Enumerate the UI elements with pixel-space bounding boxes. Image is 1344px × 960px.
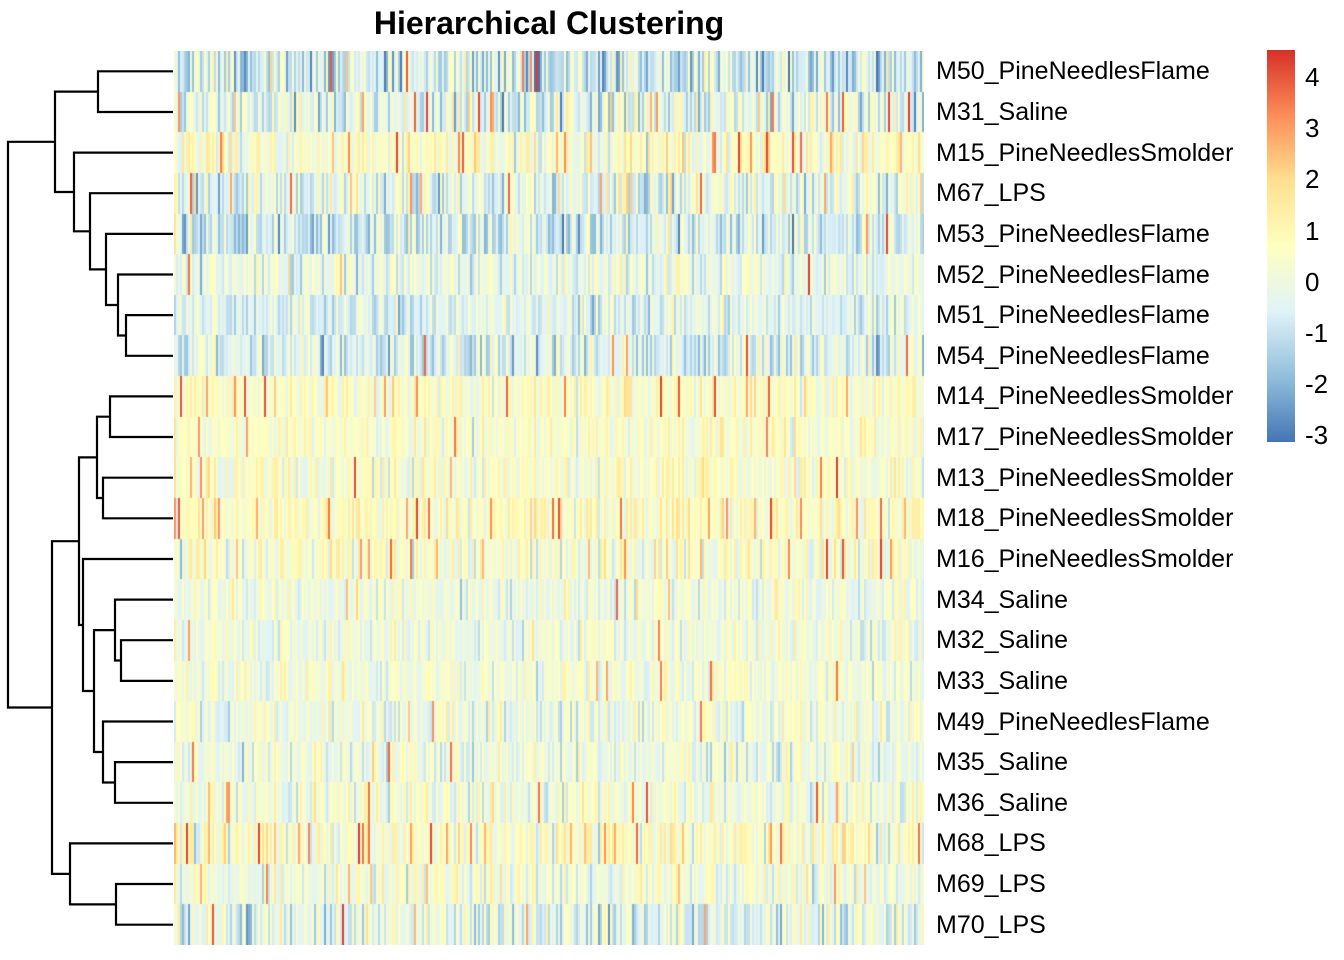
page-title: Hierarchical Clustering	[373, 5, 725, 41]
row-label: M69_LPS	[936, 870, 1046, 899]
row-label: M35_Saline	[936, 748, 1069, 777]
row-label: M54_PineNeedlesFlame	[936, 341, 1210, 370]
row-label: M16_PineNeedlesSmolder	[936, 544, 1234, 573]
colorbar-tick-label: 3	[1305, 113, 1320, 144]
row-label: M68_LPS	[936, 829, 1046, 858]
row-label: M34_Saline	[936, 585, 1069, 614]
colorbar-tick-label: 2	[1305, 164, 1320, 195]
row-label: M51_PineNeedlesFlame	[936, 301, 1210, 330]
row-label: M13_PineNeedlesSmolder	[936, 463, 1234, 492]
row-label: M15_PineNeedlesSmolder	[936, 138, 1234, 167]
colorbar-tick-label: -1	[1305, 317, 1329, 348]
row-label: M67_LPS	[936, 179, 1046, 208]
colorbar-gradient	[1267, 50, 1295, 442]
row-label: M32_Saline	[936, 626, 1069, 655]
row-label: M36_Saline	[936, 788, 1069, 817]
row-label: M33_Saline	[936, 666, 1069, 695]
dendrogram-branches	[6, 70, 173, 926]
row-label: M17_PineNeedlesSmolder	[936, 423, 1234, 452]
row-label: M50_PineNeedlesFlame	[936, 57, 1210, 86]
row-label: M49_PineNeedlesFlame	[936, 707, 1210, 736]
row-label: M14_PineNeedlesSmolder	[936, 382, 1234, 411]
row-label: M31_Saline	[936, 97, 1069, 126]
colorbar-tick-label: 0	[1305, 266, 1320, 297]
row-label: M70_LPS	[936, 910, 1046, 939]
row-label: M52_PineNeedlesFlame	[936, 260, 1210, 289]
colorbar-tick-label: 4	[1305, 62, 1320, 93]
heatmap-canvas	[174, 51, 924, 945]
colorbar-tick-label: 1	[1305, 215, 1320, 246]
colorbar-tick-label: -3	[1305, 420, 1329, 451]
row-label: M53_PineNeedlesFlame	[936, 219, 1210, 248]
colorbar-tick-label: -2	[1305, 369, 1329, 400]
row-label: M18_PineNeedlesSmolder	[936, 504, 1234, 533]
